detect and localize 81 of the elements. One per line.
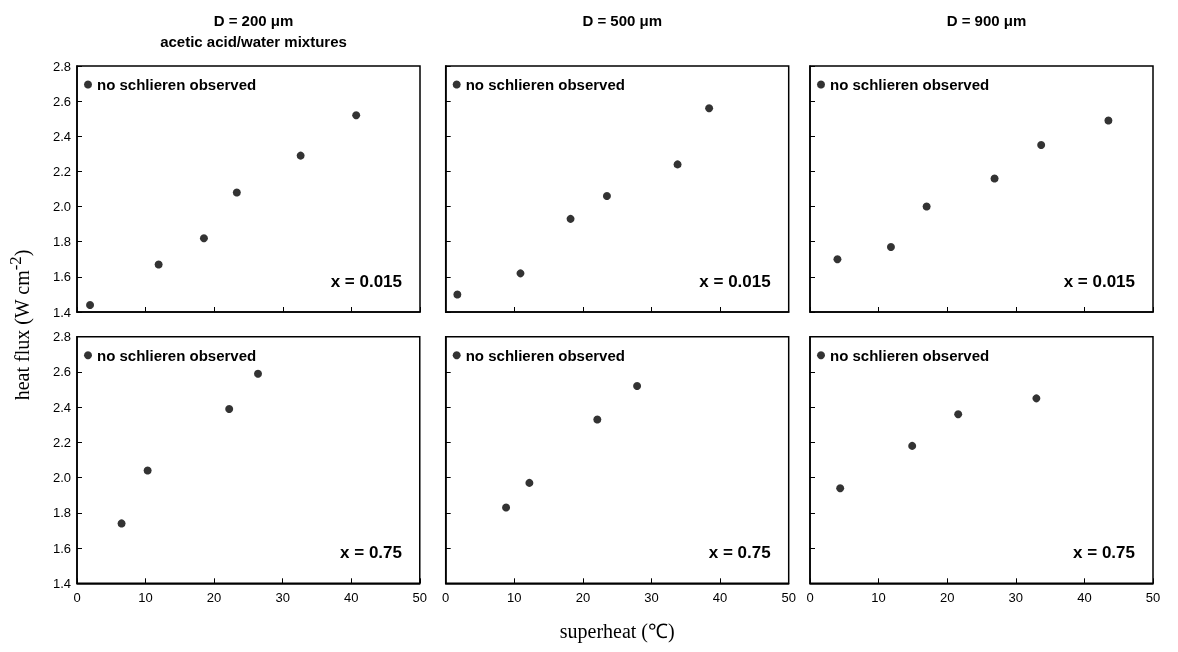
- point: [86, 300, 95, 309]
- point: [143, 466, 152, 475]
- point: [1032, 394, 1041, 403]
- point: [117, 519, 126, 528]
- x-tick-label: 40: [343, 590, 359, 606]
- point: [705, 104, 714, 113]
- point: [566, 214, 575, 223]
- point: [602, 192, 611, 201]
- point: [453, 290, 462, 299]
- y-tick-label: 2.2: [52, 163, 71, 179]
- y-tick-label: 1.6: [52, 540, 71, 556]
- y-tick-label: 2.2: [52, 434, 71, 450]
- x-tick-label: 40: [712, 590, 728, 606]
- point: [516, 269, 525, 278]
- y-tick-label: 2.8: [52, 58, 71, 74]
- x-tick-label: 10: [507, 590, 522, 606]
- point: [502, 503, 511, 512]
- x-tick-label: 0: [806, 590, 814, 606]
- y-tick-label: 1.4: [52, 575, 71, 591]
- legend-label: no schlieren observed: [97, 346, 257, 364]
- point: [154, 260, 163, 269]
- point: [593, 415, 602, 424]
- x-tick-label: 30: [1008, 590, 1024, 606]
- annotation: x = 0.015: [330, 272, 402, 291]
- x-tick-label: 0: [73, 590, 81, 606]
- y-tick-label: 1.8: [52, 505, 71, 521]
- y-tick-label: 2.8: [52, 329, 71, 345]
- y-tick-label: 1.6: [52, 269, 71, 285]
- annotation: x = 0.75: [1073, 543, 1136, 563]
- y-tick-label: 1.4: [52, 304, 71, 320]
- x-tick-label: 50: [1145, 590, 1161, 606]
- x-tick-label: 10: [871, 590, 886, 606]
- point: [352, 111, 361, 120]
- x-tick-label: 20: [939, 590, 955, 606]
- y-tick-label: 2.6: [52, 364, 71, 380]
- annotation: x = 0.015: [699, 272, 771, 291]
- point: [908, 441, 917, 450]
- y-tick-label: 2.0: [52, 470, 71, 486]
- x-tick-label: 10: [138, 590, 153, 606]
- x-tick-label: 30: [644, 590, 659, 606]
- point: [633, 382, 642, 391]
- x-tick-label: 30: [275, 590, 290, 606]
- point: [886, 242, 895, 251]
- point: [199, 234, 208, 243]
- annotation: x = 0.75: [708, 543, 771, 563]
- legend-label: no schlieren observed: [465, 346, 625, 364]
- x-tick-label: 20: [575, 590, 591, 606]
- y-tick-label: 2.4: [52, 128, 71, 144]
- y-tick-label: 2.4: [52, 399, 71, 415]
- chart-subtitle: acetic acid/water mixtures: [160, 33, 347, 50]
- point: [954, 410, 963, 419]
- chart-title: D = 900 μm: [946, 12, 1027, 29]
- annotation: x = 0.75: [340, 543, 403, 563]
- point: [922, 202, 931, 211]
- point: [833, 255, 842, 264]
- y-tick-label: 2.6: [52, 93, 71, 109]
- y-tick-label: 1.8: [52, 234, 71, 250]
- legend-label: no schlieren observed: [830, 346, 990, 364]
- chart-title: D = 200 μm: [213, 12, 294, 29]
- point: [296, 151, 305, 160]
- legend-label: no schlieren observed: [830, 76, 990, 93]
- legend-label: no schlieren observed: [97, 76, 257, 93]
- y-tick-label: 2.0: [52, 199, 71, 215]
- x-tick-label: 50: [781, 590, 796, 606]
- point: [673, 160, 682, 169]
- point: [253, 369, 262, 378]
- point: [1037, 141, 1046, 150]
- point: [990, 174, 999, 183]
- annotation: x = 0.015: [1063, 272, 1135, 291]
- x-tick-label: 40: [1077, 590, 1092, 606]
- point: [836, 484, 845, 493]
- point: [232, 188, 241, 197]
- point: [225, 404, 234, 413]
- x-tick-label: 20: [206, 590, 222, 606]
- legend-label: no schlieren observed: [465, 76, 625, 93]
- point: [525, 478, 534, 487]
- chart-title: D = 500 μm: [582, 12, 663, 29]
- x-tick-label: 0: [442, 590, 450, 606]
- x-tick-label: 50: [412, 590, 427, 606]
- x-axis-title: superheat (℃): [559, 620, 675, 644]
- point: [1104, 116, 1113, 125]
